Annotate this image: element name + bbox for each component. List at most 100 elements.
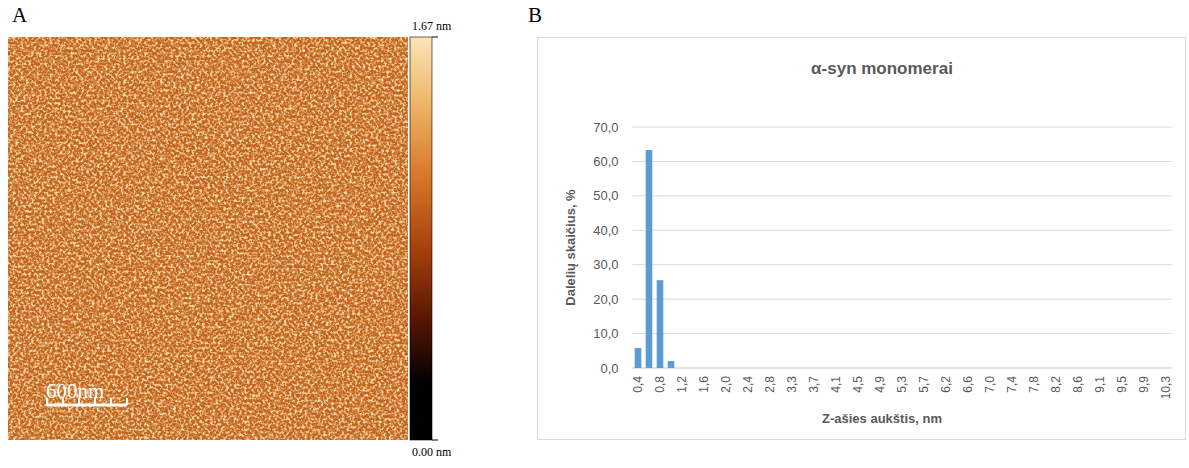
bar	[1097, 368, 1104, 369]
bar	[833, 368, 840, 369]
bar	[1031, 368, 1038, 369]
grid-line	[633, 368, 1172, 369]
x-tick-label: 3,3	[785, 376, 799, 393]
colorbar-tick	[432, 440, 438, 441]
x-tick-label: 4,9	[873, 376, 887, 393]
bar	[1053, 368, 1060, 369]
bars	[635, 150, 675, 368]
chart-frame	[538, 38, 1186, 440]
x-tick-label: 4,5	[851, 376, 865, 393]
colorbar-label: 0.00 nm	[412, 445, 452, 459]
x-tick-label: 9,1	[1093, 376, 1107, 393]
bar	[954, 368, 961, 369]
x-tick-label: 6,2	[939, 376, 953, 393]
y-tick-label: 70,0	[593, 120, 618, 135]
bar	[943, 368, 950, 369]
scale-bar-tick	[110, 398, 112, 405]
bar	[800, 368, 807, 369]
bar	[1130, 368, 1137, 369]
x-tick-label: 7,4	[1005, 376, 1019, 393]
x-tick-label: 5,3	[895, 376, 909, 393]
bar	[844, 368, 851, 369]
x-tick-label: 3,7	[807, 376, 821, 393]
y-tick-label: 10,0	[593, 326, 618, 341]
bar	[1009, 368, 1016, 369]
colorbar-label: 1.67 nm	[412, 19, 452, 33]
bar	[976, 368, 983, 369]
x-tick-label: 7,8	[1027, 376, 1041, 393]
bar	[1141, 368, 1148, 369]
panel-letter: B	[528, 3, 542, 27]
afm-dark-grain	[8, 37, 408, 440]
x-tick-label: 2,0	[719, 376, 733, 393]
figure: A600nm0.00 nm1.67 nmBα-syn monomerai0,01…	[0, 0, 1189, 468]
x-tick-label: 4,1	[829, 376, 843, 393]
grid-line	[633, 299, 1172, 300]
grid-line	[633, 333, 1172, 334]
bar	[679, 368, 686, 369]
bar	[701, 368, 708, 369]
bar	[910, 368, 917, 369]
x-tick-label: 10,3	[1159, 376, 1173, 400]
x-tick-label: 6,6	[961, 376, 975, 393]
bar	[657, 280, 664, 368]
x-tick-label: 2,8	[763, 376, 777, 393]
chart-title: α-syn monomerai	[811, 59, 953, 78]
bar	[635, 348, 642, 368]
bar	[767, 368, 774, 369]
bar	[998, 368, 1005, 369]
y-tick-label: 40,0	[593, 223, 618, 238]
colorbar-tick	[432, 37, 438, 38]
bar	[965, 368, 972, 369]
grid-line	[633, 195, 1172, 196]
bar	[1108, 368, 1115, 369]
y-axis-title: Dalelių skaičius, %	[563, 189, 578, 306]
x-tick-label: 8,6	[1071, 376, 1085, 393]
scale-bar-tick	[126, 398, 128, 405]
bar	[646, 150, 653, 368]
x-tick-label: 0,8	[653, 376, 667, 393]
bar	[1163, 368, 1170, 369]
grid-line	[633, 161, 1172, 162]
bar	[756, 368, 763, 369]
bar	[789, 368, 796, 369]
panel-letter: A	[12, 3, 28, 27]
afm-ground	[8, 37, 408, 440]
bar	[899, 368, 906, 369]
y-tick-label: 20,0	[593, 292, 618, 307]
bar	[1152, 368, 1159, 369]
y-tick-label: 50,0	[593, 188, 618, 203]
bar	[822, 368, 829, 369]
x-tick-label: 7,0	[983, 376, 997, 393]
bar	[690, 368, 697, 369]
bar	[1020, 368, 1027, 369]
x-tick-label: 2,4	[741, 376, 755, 393]
x-tick-label: 9,9	[1137, 376, 1151, 393]
y-tick-label: 30,0	[593, 257, 618, 272]
bar	[1075, 368, 1082, 369]
x-tick-label: 8,2	[1049, 376, 1063, 393]
bar	[745, 368, 752, 369]
bar	[734, 368, 741, 369]
x-tick-label: 1,2	[675, 376, 689, 393]
grid-line	[633, 264, 1172, 265]
y-tick-label: 60,0	[593, 154, 618, 169]
bar	[866, 368, 873, 369]
y-tick-label: 0,0	[600, 361, 618, 376]
bar	[1064, 368, 1071, 369]
x-tick-label: 9,5	[1115, 376, 1129, 393]
bar	[1086, 368, 1093, 369]
x-tick-label: 5,7	[917, 376, 931, 393]
bar	[1119, 368, 1126, 369]
afm-image	[8, 37, 408, 440]
bar	[778, 368, 785, 369]
x-tick-label: 0,4	[631, 376, 645, 393]
bar	[855, 368, 862, 369]
bar	[712, 368, 719, 369]
bar	[723, 368, 730, 369]
x-axis-line	[633, 368, 1172, 369]
bar	[888, 368, 895, 369]
grid-line	[633, 230, 1172, 231]
bar	[987, 368, 994, 369]
afm-light-grain	[8, 37, 408, 440]
